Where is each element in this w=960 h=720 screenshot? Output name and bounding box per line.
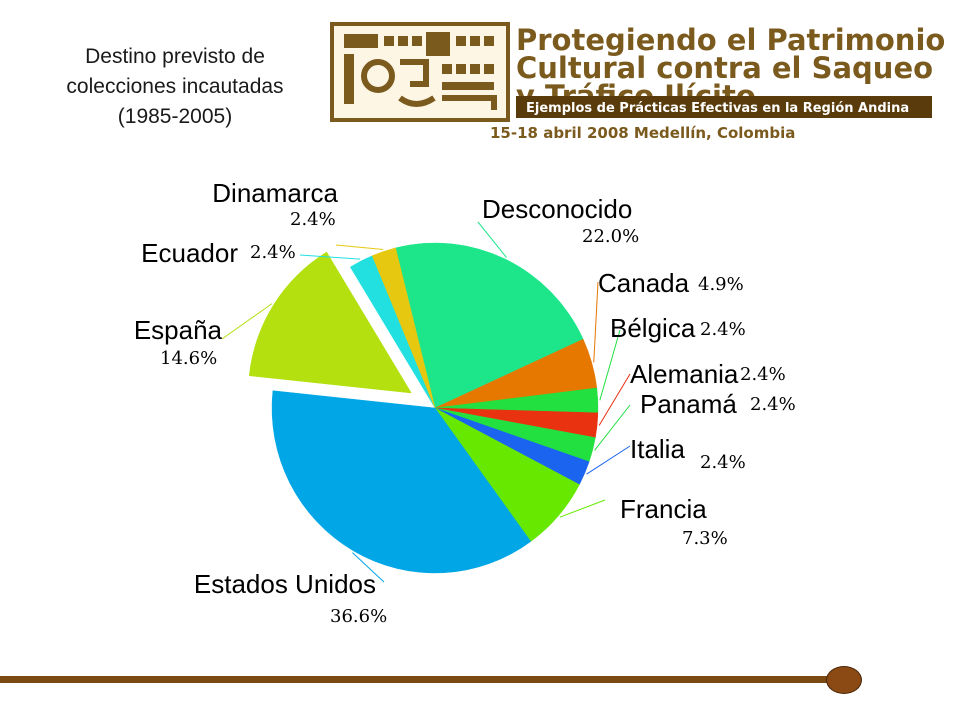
value-italia: 2.4%	[700, 452, 746, 473]
pie-slices	[248, 242, 599, 574]
banner-title-line-1: Protegiendo el Patrimonio	[516, 23, 945, 57]
label-panama: Panamá	[640, 389, 737, 419]
label-canada: Canada	[598, 268, 690, 298]
value-desconocido: 22.0%	[582, 226, 639, 247]
banner-subtitle-bar	[516, 96, 932, 118]
leader-canada	[593, 281, 599, 363]
chart-title-line-1: Destino previsto de	[85, 45, 265, 68]
leader-dinamarca	[335, 244, 384, 250]
value-dinamarca: 2.4%	[290, 209, 336, 230]
value-ecuador: 2.4%	[250, 242, 296, 263]
footer-ornament-icon	[826, 666, 862, 694]
label-francia: Francia	[620, 494, 707, 524]
footer-line	[0, 676, 840, 683]
slice-dinamarca	[371, 247, 436, 409]
value-alemania: 2.4%	[740, 364, 786, 385]
label-belgica: Bélgica	[610, 313, 696, 343]
value-espana: 14.6%	[160, 348, 217, 369]
chart-title-line-3: (1985-2005)	[117, 105, 233, 128]
chart-title-line-2: colecciones incautadas	[66, 75, 284, 98]
leader-panama	[594, 404, 631, 451]
pre-columbian-logo-icon	[330, 22, 510, 122]
leader-alemania	[598, 373, 631, 426]
leader-belgica	[599, 329, 621, 401]
banner-subtitle: Ejemplos de Prácticas Efectivas en la Re…	[526, 101, 909, 116]
event-banner: Protegiendo el Patrimonio Cultural contr…	[330, 22, 945, 142]
leader-lines	[221, 221, 631, 583]
leader-desconocido	[477, 221, 507, 258]
chart-title: Destino previsto de colecciones incautad…	[20, 42, 330, 132]
slice-estados-unidos	[271, 390, 532, 574]
banner-title-line-2: Cultural contra el Saqueo	[516, 51, 933, 85]
label-alemania: Alemania	[630, 359, 739, 389]
value-belgica: 2.4%	[700, 319, 746, 340]
leader-italia	[586, 445, 631, 475]
label-italia: Italia	[630, 434, 685, 464]
slice-desconocido	[395, 242, 584, 409]
slice-espana	[248, 251, 412, 394]
label-desconocido: Desconocido	[482, 194, 632, 224]
value-francia: 7.3%	[682, 528, 728, 549]
value-estados-unidos: 36.6%	[330, 606, 387, 627]
banner-event-date: 15-18 abril 2008 Medellín, Colombia	[490, 124, 795, 142]
value-canada: 4.9%	[698, 274, 744, 295]
value-panama: 2.4%	[750, 394, 796, 415]
leader-ecuador	[299, 254, 361, 260]
leader-estados-unidos	[352, 552, 385, 583]
label-estados-unidos: Estados Unidos	[194, 569, 376, 599]
label-dinamarca: Dinamarca	[212, 178, 338, 208]
leader-francia	[559, 499, 606, 518]
label-espana: España	[134, 315, 223, 345]
leader-espana	[221, 303, 273, 340]
label-ecuador: Ecuador	[141, 238, 238, 268]
